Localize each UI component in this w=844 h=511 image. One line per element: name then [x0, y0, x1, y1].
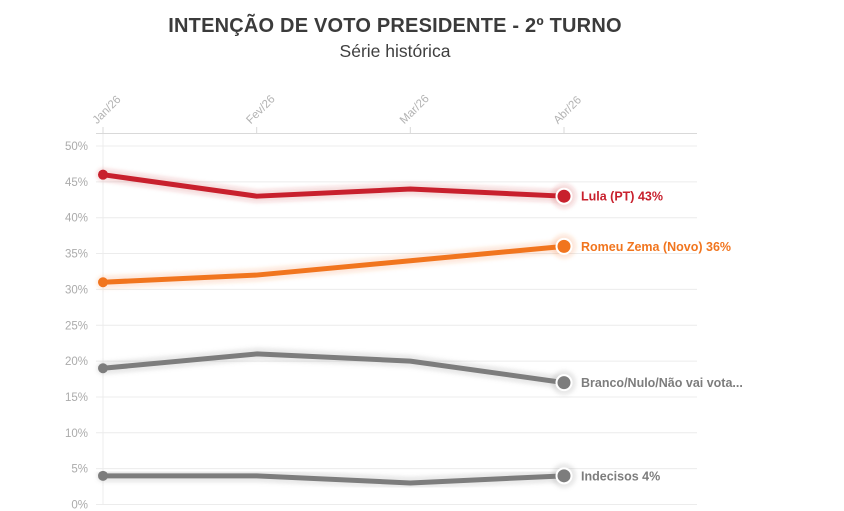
y-axis-tick-label: 20% [65, 356, 88, 368]
series-end-label-3[interactable]: Indecisos 4% [581, 469, 660, 483]
start-dot-1[interactable] [98, 277, 108, 288]
end-dot-3[interactable] [555, 467, 573, 485]
y-axis-tick-label: 15% [65, 392, 88, 404]
y-axis-tick-label: 25% [65, 320, 88, 332]
chart-title: INTENÇÃO DE VOTO PRESIDENTE - 2º TURNO [168, 15, 622, 37]
y-axis-tick-label: 5% [71, 464, 88, 476]
series-end-label-0[interactable]: Lula (PT) 43% [581, 190, 663, 204]
y-axis-tick-label: 0% [71, 500, 88, 511]
end-dot-1[interactable] [555, 237, 573, 255]
end-dot-2[interactable] [555, 374, 573, 392]
y-axis-tick-label: 50% [65, 141, 88, 153]
x-axis-tick-label: Jan/26 [91, 94, 124, 127]
x-axis-tick-label: Fev/26 [244, 93, 277, 126]
series-line-3 [100, 473, 567, 486]
x-axis-tick-label: Abr/26 [552, 94, 584, 126]
series-line-0 [100, 172, 567, 199]
start-dot-0[interactable] [98, 169, 108, 180]
start-dot-3[interactable] [98, 470, 108, 481]
series-line-2 [100, 351, 567, 386]
y-axis-tick-label: 35% [65, 249, 88, 261]
start-dot-2[interactable] [98, 363, 108, 374]
y-axis-tick-label: 30% [65, 284, 88, 296]
y-axis-tick-label: 10% [65, 428, 88, 440]
series-end-label-1[interactable]: Romeu Zema (Novo) 36% [581, 240, 731, 254]
series-line-1 [100, 243, 567, 285]
series-end-label-2[interactable]: Branco/Nulo/Não vai vota... [581, 376, 743, 390]
chart-header: INTENÇÃO DE VOTO PRESIDENTE - 2º TURNO S… [0, 14, 790, 62]
end-dot-0[interactable] [555, 187, 573, 205]
y-axis-tick-label: 40% [65, 213, 88, 225]
chart-subtitle: Série histórica [339, 41, 451, 61]
x-axis-tick-label: Mar/26 [398, 93, 432, 127]
y-axis-tick-label: 45% [65, 177, 88, 189]
